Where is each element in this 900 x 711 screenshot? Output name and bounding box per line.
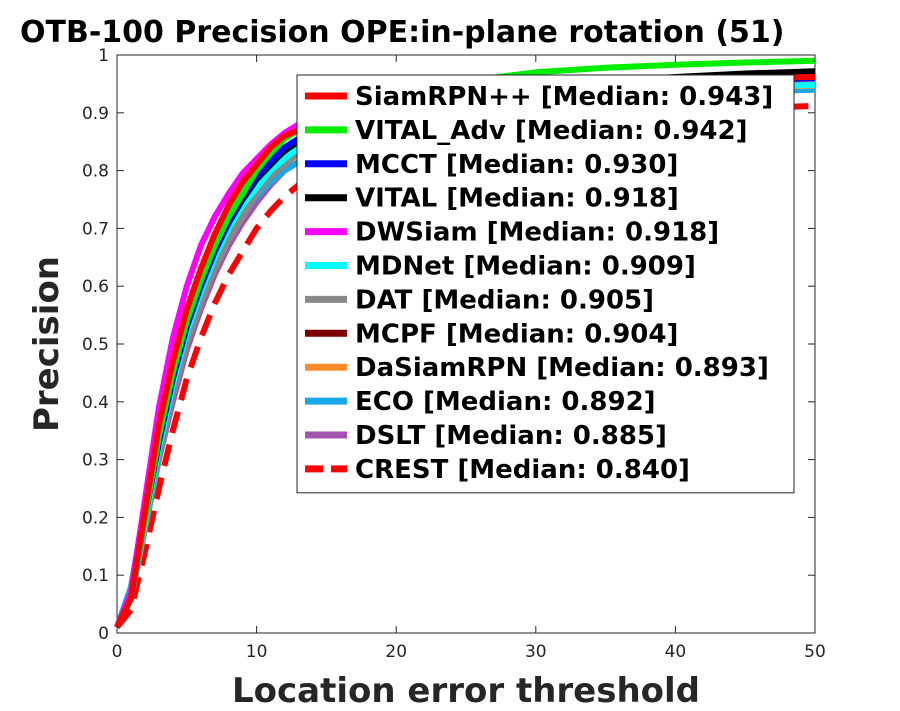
legend-label: SiamRPN++ [Median: 0.943] <box>355 82 773 112</box>
legend-box <box>296 74 795 494</box>
y-tick-label: 0.6 <box>82 277 109 297</box>
y-tick-label: 0.5 <box>82 335 109 355</box>
chart-title: OTB-100 Precision OPE:in-plane rotation … <box>20 15 785 50</box>
y-tick-label: 0.8 <box>82 162 109 182</box>
legend-label: VITAL_Adv [Median: 0.942] <box>355 116 747 146</box>
y-tick-label: 0 <box>98 624 109 644</box>
legend-label: VITAL [Median: 0.918] <box>355 184 679 214</box>
legend-label: CREST [Median: 0.840] <box>355 455 690 485</box>
legend-label: MCPF [Median: 0.904] <box>355 319 678 349</box>
y-tick-label: 0.3 <box>82 451 109 471</box>
legend-label: DaSiamRPN [Median: 0.893] <box>355 353 769 383</box>
y-tick-label: 0.4 <box>82 393 109 413</box>
x-tick-label: 30 <box>525 642 547 662</box>
legend-label: DSLT [Median: 0.885] <box>355 421 667 451</box>
y-tick-label: 1 <box>98 46 109 66</box>
x-tick-label: 10 <box>246 642 268 662</box>
x-tick-label: 20 <box>385 642 407 662</box>
x-tick-label: 50 <box>804 642 826 662</box>
legend-label: ECO [Median: 0.892] <box>355 387 656 417</box>
legend-label: DWSiam [Median: 0.918] <box>355 218 719 248</box>
legend-label: DAT [Median: 0.905] <box>355 285 654 315</box>
axis-ticks: 0 10 20 30 40 50 0 0.1 0.2 0.3 0.4 0.5 0.6 0.7 0.8 0.9 1 <box>82 46 826 662</box>
x-axis-label: Location error threshold <box>232 671 700 711</box>
x-tick-label: 0 <box>112 642 123 662</box>
y-tick-label: 0.1 <box>82 566 109 586</box>
legend: SiamRPN++ [Median: 0.943] VITAL_Adv [Medi… <box>296 74 795 494</box>
y-tick-label: 0.2 <box>82 508 109 528</box>
y-axis-label: Precision <box>27 256 67 432</box>
legend-label: MDNet [Median: 0.909] <box>355 252 696 282</box>
y-tick-label: 0.9 <box>82 104 109 124</box>
legend-label: MCCT [Median: 0.930] <box>355 150 678 180</box>
y-tick-label: 0.7 <box>82 219 109 239</box>
x-tick-label: 40 <box>665 642 687 662</box>
